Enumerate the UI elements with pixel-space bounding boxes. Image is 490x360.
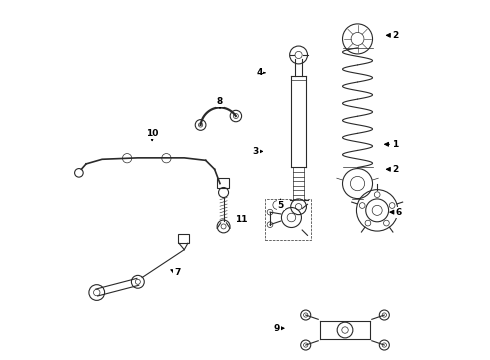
Bar <box>217 178 228 188</box>
Text: 9: 9 <box>274 324 280 333</box>
Text: 6: 6 <box>395 208 402 217</box>
Text: 1: 1 <box>392 140 398 149</box>
Text: 3: 3 <box>252 147 259 156</box>
Text: 2: 2 <box>392 165 398 174</box>
Text: 2: 2 <box>392 31 398 40</box>
Text: 5: 5 <box>278 201 284 210</box>
Bar <box>178 234 189 243</box>
Text: 7: 7 <box>174 268 180 277</box>
Text: 11: 11 <box>235 215 247 224</box>
Text: 10: 10 <box>146 129 158 138</box>
Text: 8: 8 <box>217 97 223 106</box>
Text: 4: 4 <box>256 68 263 77</box>
